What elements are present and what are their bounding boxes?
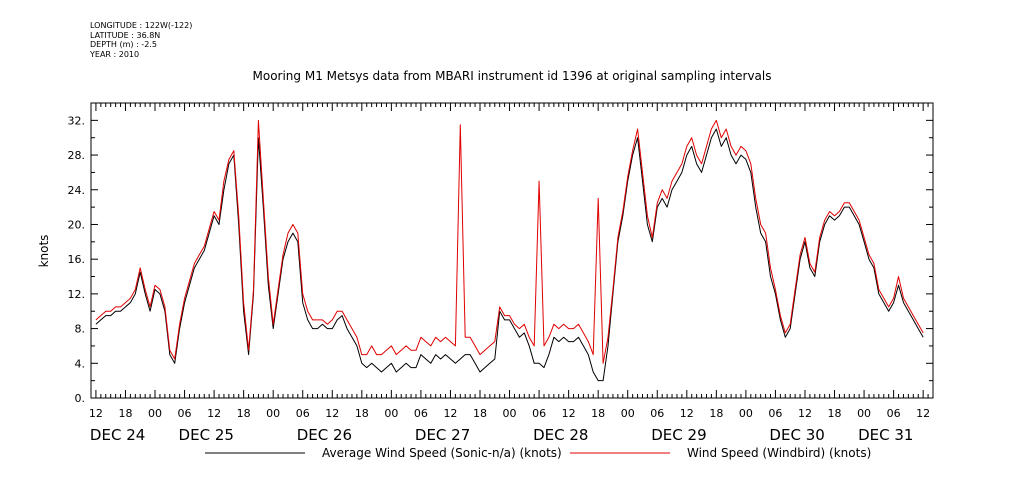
y-tick-label: 4. <box>75 357 86 370</box>
y-tick-label: 20. <box>68 218 86 231</box>
x-hour-label: 12 <box>325 407 339 420</box>
plot-frame <box>90 102 934 399</box>
depth-text: DEPTH (m) : -2.5 <box>90 40 157 49</box>
series-line-average <box>95 128 924 382</box>
x-hour-label: 18 <box>118 407 132 420</box>
legend: Average Wind Speed (Sonic-n/a) (knots) W… <box>205 446 871 460</box>
x-hour-label: 12 <box>680 407 694 420</box>
latitude-text: LATITUDE : 36.8N <box>90 30 161 40</box>
x-hour-label: 00 <box>266 407 280 420</box>
x-date-label: DEC 25 <box>179 426 234 444</box>
y-tick-label: 28. <box>68 149 86 162</box>
x-hour-label: 06 <box>650 407 664 420</box>
x-date-label: DEC 28 <box>533 426 588 444</box>
x-hour-label: 18 <box>473 407 487 420</box>
x-date-label: DEC 29 <box>651 426 706 444</box>
x-hour-label: 18 <box>355 407 369 420</box>
y-tick-label: 8. <box>75 323 86 336</box>
x-date-label: DEC 31 <box>858 426 913 444</box>
x-hour-label: 06 <box>768 407 782 420</box>
x-hour-label: 06 <box>887 407 901 420</box>
x-hour-label: 12 <box>443 407 457 420</box>
year-text: YEAR : 2010 <box>90 49 140 59</box>
longitude-text: LONGITUDE : 122W(-122) <box>90 21 193 30</box>
x-hour-label: 00 <box>739 407 753 420</box>
y-tick-label: 32. <box>68 114 86 127</box>
x-hour-label: 18 <box>591 407 605 420</box>
x-hour-label: 06 <box>296 407 310 420</box>
x-hour-label: 06 <box>532 407 546 420</box>
x-hour-label: 18 <box>237 407 251 420</box>
x-date-label: DEC 26 <box>297 426 352 444</box>
chart-title: Mooring M1 Metsys data from MBARI instru… <box>253 69 772 83</box>
x-hour-label: 00 <box>621 407 635 420</box>
x-date-label: DEC 24 <box>90 426 145 444</box>
y-tick-label: 12. <box>68 288 86 301</box>
x-date-label: DEC 27 <box>415 426 470 444</box>
y-tick-label: 0. <box>75 392 86 405</box>
x-hour-label: 00 <box>857 407 871 420</box>
x-hour-label: 12 <box>798 407 812 420</box>
x-axis-ticks: 12 18 00 06 12 18 00 06 12 18 00 06 12 18 00 06 12 18 00 06… <box>89 103 934 444</box>
y-axis-ticks: 0. 4. 8. 12. 16. 20. 24. 28. 32. <box>68 102 933 405</box>
x-hour-label: 18 <box>709 407 723 420</box>
y-axis-label: knots <box>37 235 51 268</box>
legend-label-average: Average Wind Speed (Sonic-n/a) (knots) <box>322 446 562 460</box>
x-hour-label: 18 <box>828 407 842 420</box>
x-hour-label: 06 <box>178 407 192 420</box>
x-hour-label: 06 <box>414 407 428 420</box>
x-hour-label: 12 <box>916 407 930 420</box>
y-tick-label: 16. <box>68 253 86 266</box>
legend-label-windbird: Wind Speed (Windbird) (knots) <box>687 446 871 460</box>
x-hour-label: 00 <box>503 407 517 420</box>
y-tick-label: 24. <box>68 184 86 197</box>
x-hour-label: 00 <box>384 407 398 420</box>
x-hour-label: 12 <box>562 407 576 420</box>
series-layer <box>95 119 924 382</box>
metadata-block: LONGITUDE : 122W(-122) LATITUDE : 36.8N … <box>90 21 192 59</box>
x-hour-label: 12 <box>89 407 103 420</box>
x-hour-label: 00 <box>148 407 162 420</box>
series-line-windbird <box>95 119 924 364</box>
x-date-label: DEC 30 <box>769 426 824 444</box>
x-hour-label: 12 <box>207 407 221 420</box>
